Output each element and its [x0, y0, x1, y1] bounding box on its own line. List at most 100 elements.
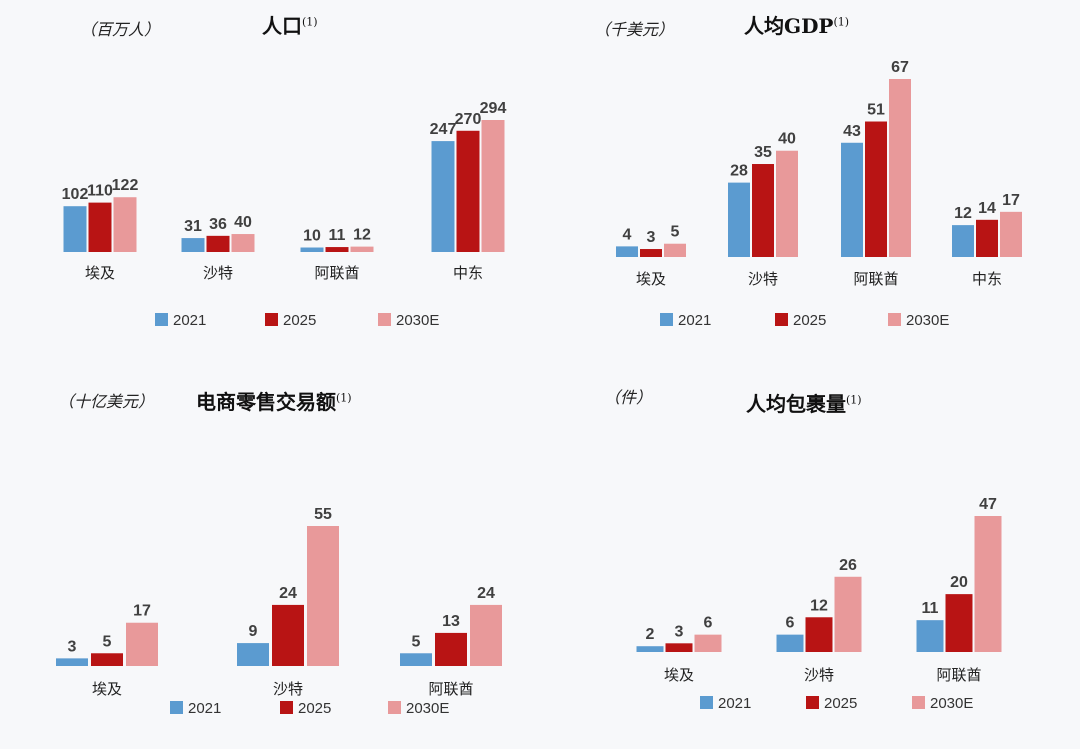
chart4-legend-label: 2021: [718, 695, 751, 712]
chart3-value-label: 5: [412, 633, 421, 650]
chart1-legend-label: 2025: [283, 312, 316, 329]
chart3-legend-swatch: [280, 701, 293, 714]
chart2-bar: [952, 225, 974, 257]
chart1-value-label: 122: [112, 177, 139, 194]
chart2-value-label: 12: [954, 205, 972, 222]
chart4-value-label: 20: [950, 574, 968, 591]
chart4-value-label: 26: [839, 557, 857, 574]
chart4-bar: [974, 516, 1002, 652]
chart2-value-label: 3: [647, 229, 656, 246]
chart2-legend-label: 2021: [678, 312, 711, 329]
chart2-bar: [889, 79, 911, 257]
chart1-bar: [181, 238, 205, 252]
chart4-legend-label: 2030E: [930, 695, 973, 712]
chart4-value-label: 12: [810, 597, 828, 614]
chart3-legend-label: 2021: [188, 700, 221, 717]
chart4-legend-swatch: [806, 696, 819, 709]
chart1-value-label: 11: [329, 227, 346, 244]
chart4-bar: [916, 620, 944, 652]
chart1-value-label: 294: [480, 100, 507, 117]
chart3-bar: [470, 604, 502, 666]
chart4-title-note: (1): [846, 393, 862, 407]
chart1-unit: （百万人）: [80, 20, 161, 39]
chart3-title-note: (1): [336, 391, 352, 405]
chart3-value-label: 24: [477, 585, 495, 602]
chart1-value-label: 270: [455, 111, 482, 128]
chart4-bar: [665, 643, 693, 652]
chart2-value-label: 28: [730, 163, 748, 180]
chart1-legend-label: 2021: [173, 312, 206, 329]
chart3-value-label: 55: [314, 506, 332, 523]
chart2-value-label: 51: [867, 102, 885, 119]
chart2-value-label: 43: [843, 123, 861, 140]
chart2-bar: [752, 164, 774, 257]
chart2-bar: [776, 150, 798, 257]
chart1-category-label: 沙特: [203, 264, 233, 282]
chart1-value-label: 12: [353, 227, 371, 244]
chart1-legend-label: 2030E: [396, 312, 439, 329]
chart4-value-label: 6: [704, 615, 713, 632]
chart2-legend-swatch: [775, 313, 788, 326]
chart1-bar: [431, 141, 455, 252]
chart2-unit: （千美元）: [594, 20, 675, 39]
chart2-category-label: 阿联酋: [853, 270, 898, 288]
chart1-title-note: (1): [302, 15, 318, 29]
chart1-value-label: 40: [234, 214, 252, 231]
chart4-legend-swatch: [912, 696, 925, 709]
chart2-bar: [616, 246, 638, 257]
chart3-category-label: 阿联酋: [428, 680, 473, 698]
chart2-value-label: 4: [623, 226, 632, 243]
chart4-value-label: 3: [675, 623, 684, 640]
chart2-value-label: 17: [1002, 192, 1020, 209]
chart1-bar: [456, 130, 480, 252]
chart4-category-label: 埃及: [664, 666, 694, 684]
chart1-value-label: 110: [87, 183, 113, 200]
chart3-title: 电商零售交易额(1): [196, 386, 352, 415]
chart2-bar: [728, 182, 750, 257]
chart1-value-label: 247: [430, 121, 457, 138]
chart4-bar: [834, 576, 862, 652]
chart4-value-label: 2: [646, 626, 655, 643]
chart4-bar: [694, 634, 722, 652]
chart4-category-label: 沙特: [804, 666, 834, 684]
chart3-value-label: 24: [279, 585, 297, 602]
chart1-title: 人口(1): [262, 10, 318, 39]
chart2-value-label: 40: [778, 131, 796, 148]
chart2-bar: [1000, 211, 1022, 257]
chart3-value-label: 9: [249, 623, 258, 640]
chart2-bar: [976, 219, 998, 257]
chart2-bar: [664, 243, 686, 257]
chart2-value-label: 35: [754, 144, 772, 161]
chart3-bar: [400, 653, 432, 666]
chart1-value-label: 102: [62, 186, 89, 203]
chart3-bar: [91, 653, 123, 666]
chart3-bar: [307, 526, 339, 666]
chart2-category-label: 沙特: [748, 270, 778, 288]
chart2-value-label: 5: [671, 224, 680, 241]
chart1-bar: [63, 206, 87, 252]
chart4-value-label: 47: [979, 496, 997, 513]
chart4-value-label: 6: [786, 615, 795, 632]
chart1-legend-swatch: [265, 313, 278, 326]
chart4-unit: （件）: [604, 388, 653, 407]
chart2-bar: [640, 249, 662, 257]
chart1-title-text: 人口: [262, 14, 302, 38]
chart3-bar: [272, 604, 304, 666]
chart3-title-text: 电商零售交易额: [196, 390, 336, 414]
chart3-value-label: 3: [68, 638, 77, 655]
chart1-bar: [113, 197, 137, 252]
chart1-legend-swatch: [378, 313, 391, 326]
chart2-title-text: 人均GDP: [744, 14, 834, 38]
chart1-value-label: 31: [184, 218, 202, 235]
chart2-title-note: (1): [833, 15, 850, 29]
chart1-bar: [300, 247, 324, 252]
chart3-unit: （十亿美元）: [58, 392, 155, 411]
chart1-legend-swatch: [155, 313, 168, 326]
chart1-bar: [481, 120, 505, 252]
chart3-bar: [126, 622, 158, 666]
chart3-bar: [435, 632, 467, 666]
chart3-value-label: 17: [133, 603, 151, 620]
chart2-bar: [841, 142, 863, 257]
